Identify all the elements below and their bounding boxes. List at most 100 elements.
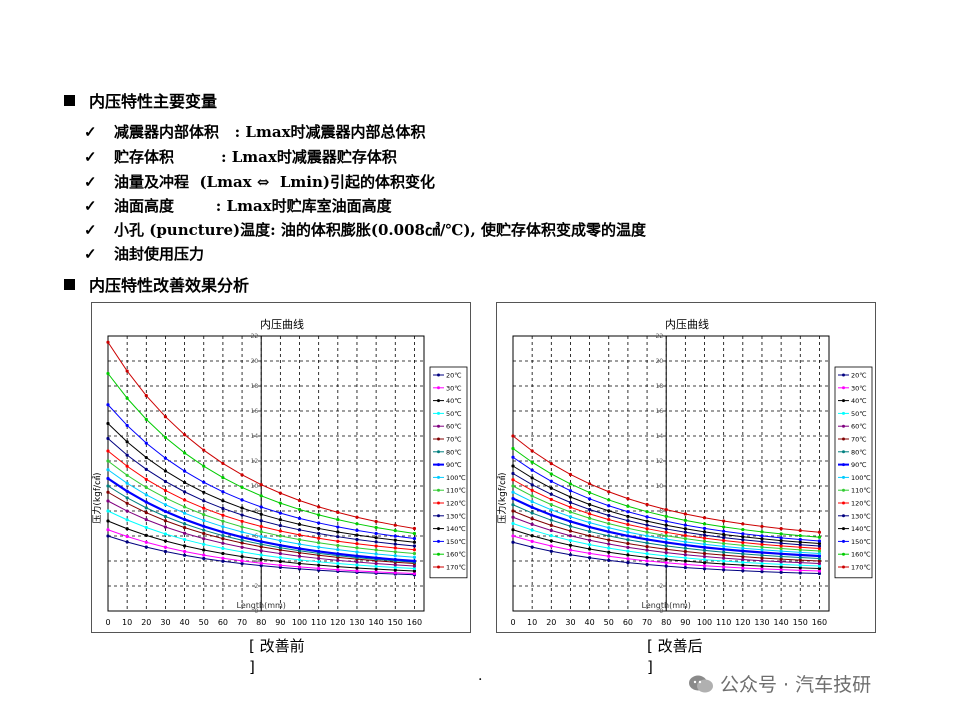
data-point [125,527,129,531]
data-point [412,544,417,548]
square-bullet-icon [64,278,75,290]
data-point [259,553,263,557]
data-point [511,540,515,544]
data-point [259,494,263,498]
data-point [374,519,378,524]
x-tick-label: 150 [388,618,403,627]
data-point [588,538,592,542]
data-point [779,532,783,536]
data-point [355,546,359,550]
data-point [760,567,764,571]
data-point [530,468,534,472]
y-tick-label: 4 [659,558,663,565]
legend-marker [437,373,440,377]
data-point [240,561,244,566]
data-point [511,528,515,532]
data-point [259,483,263,487]
data-point [530,476,534,480]
x-tick-label: 160 [407,618,422,627]
legend-label: 120℃ [851,500,871,508]
data-point [412,559,417,563]
x-tick-label: 130 [754,618,769,627]
data-point [683,523,687,527]
data-point [240,506,244,510]
data-point [702,554,707,559]
data-point [664,514,668,518]
data-point [202,524,206,528]
data-point [549,539,553,543]
data-point [722,568,726,572]
data-point [683,533,687,538]
legend-label: 150℃ [446,538,466,546]
legend-label: 90℃ [851,461,867,469]
data-point [125,453,129,457]
legend-label: 70℃ [446,436,462,444]
data-point [779,570,783,574]
data-point [511,515,515,519]
legend-marker [842,565,845,569]
y-tick-label: 18 [251,383,259,390]
data-point [760,542,764,546]
data-point [607,526,611,530]
data-point [106,371,110,376]
data-point [568,553,573,557]
data-point [530,460,534,464]
data-point [511,455,515,459]
data-point [278,529,282,533]
data-point [221,541,225,545]
legend-label: 50℃ [851,410,867,418]
data-point [588,512,592,516]
y-tick-label: 14 [251,433,259,440]
y-tick-label: 8 [254,508,258,515]
legend-label: 50℃ [446,410,462,418]
legend-marker [842,399,845,403]
data-point [412,555,417,559]
data-point [779,565,783,569]
data-point [297,546,302,551]
data-point [163,488,168,493]
data-point [412,566,417,571]
data-point [741,527,745,532]
data-point [760,570,764,574]
legend-marker [437,552,440,556]
legend-marker [437,399,440,403]
data-point [355,533,359,537]
data-point [683,518,687,522]
data-point [183,505,187,509]
data-point [626,526,630,530]
data-point [683,527,687,531]
data-point [336,539,340,543]
data-point [412,571,417,576]
data-point [645,527,649,531]
data-point [144,518,148,522]
data-point [530,511,534,515]
data-point [702,530,707,534]
data-point [297,558,302,562]
data-point [317,536,321,540]
data-point [626,530,630,534]
data-point [183,511,187,515]
x-tick-label: 40 [180,618,190,627]
y-tick-label: 12 [656,458,664,465]
data-point [530,517,534,521]
data-point [779,549,783,553]
legend-label: 110℃ [446,487,466,495]
x-tick-label: 120 [735,618,750,627]
legend-label: 170℃ [851,564,871,572]
legend-label: 150℃ [851,538,871,546]
data-point [355,528,359,532]
legend-label: 90℃ [446,461,462,469]
data-point [106,509,110,513]
data-point [106,468,110,472]
data-point [741,569,745,573]
data-point [183,549,187,554]
legend-marker [842,373,845,377]
data-point [511,490,515,494]
x-tick-label: 140 [368,618,383,627]
data-point [240,485,244,489]
data-point [240,538,244,542]
data-point [355,554,359,558]
data-point [183,531,187,535]
data-point [741,566,745,570]
data-point [393,557,397,562]
